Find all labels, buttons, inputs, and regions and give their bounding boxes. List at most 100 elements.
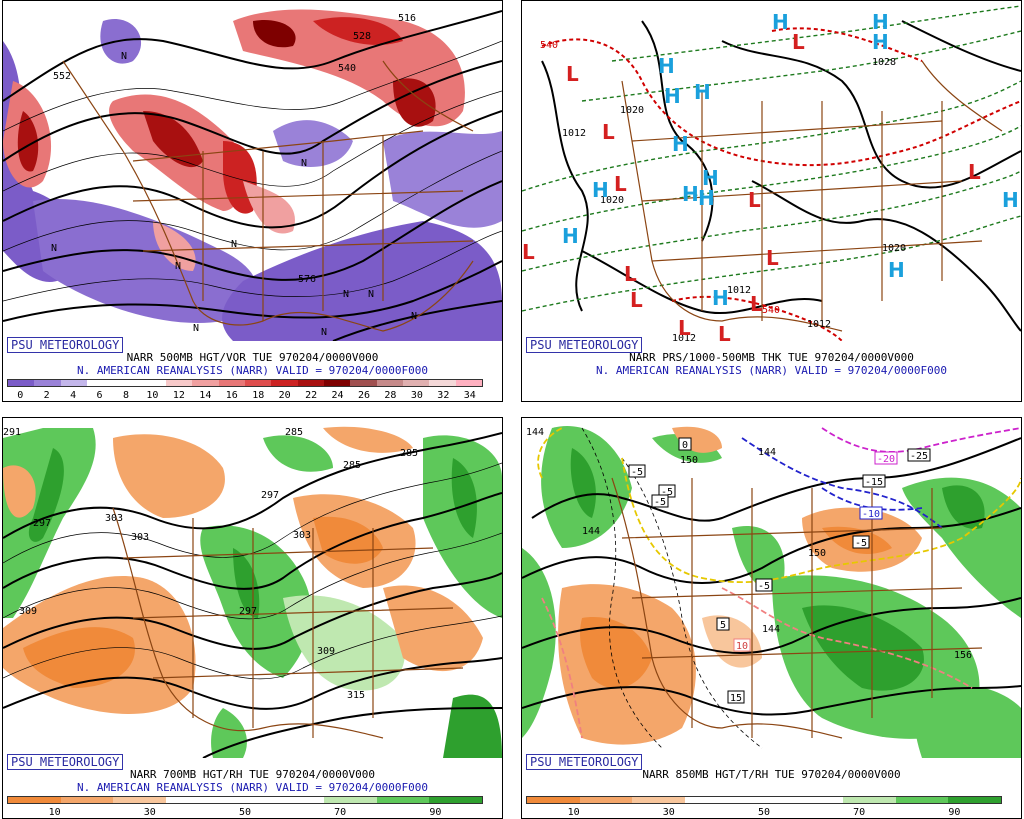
colorbar-swatch — [113, 797, 167, 803]
colorbar-vorticity — [7, 379, 483, 387]
colorbar-swatch — [376, 797, 430, 803]
contour-label: 285 — [400, 448, 418, 459]
contour-label: 297 — [261, 490, 279, 501]
low-pressure-marker: L — [602, 120, 615, 144]
colorbar-swatch — [948, 797, 1002, 803]
colorbar-rh — [526, 796, 1002, 804]
colorbar-tick-label: 16 — [225, 390, 238, 401]
colorbar-tick-label: 30 — [662, 807, 675, 818]
temp-label: -5 — [631, 467, 643, 478]
colorbar-tick-label: 10 — [567, 807, 580, 818]
colorbar-swatch — [113, 380, 140, 386]
temp-label: -15 — [865, 477, 883, 488]
contour-label: 144 — [582, 526, 600, 537]
colorbar-ticks: 0 2 4 6 8 10 12 14 16 18 20 22 24 26 28 30 32 34 — [7, 390, 483, 402]
colorbar-tick-label: 24 — [331, 390, 344, 401]
chart-title: NARR PRS/1000-500MB THK TUE 970204/0000V… — [629, 351, 914, 364]
contour-label: 156 — [954, 650, 972, 661]
contour-label: 516 — [398, 13, 416, 24]
contour-label: 285 — [285, 427, 303, 438]
temp-label: -5 — [654, 497, 666, 508]
isobar-label: 1012 — [807, 319, 831, 330]
colorbar-tick-label: 6 — [96, 390, 103, 401]
high-pressure-marker: H — [712, 286, 729, 310]
colorbar-tick-label: 90 — [948, 807, 961, 818]
colorbar-tick-label: 34 — [463, 390, 476, 401]
psu-meteorology-badge: PSU METEOROLOGY — [526, 337, 643, 353]
low-pressure-marker: L — [750, 292, 763, 316]
high-pressure-marker: H — [672, 132, 689, 156]
low-pressure-marker: L — [968, 160, 981, 184]
valid-time: N. AMERICAN REANALYSIS (NARR) VALID = 97… — [77, 364, 428, 377]
isobar-label: 1012 — [727, 285, 751, 296]
high-pressure-marker: H — [694, 80, 711, 104]
colorbar-tick-label: 10 — [146, 390, 159, 401]
vort-min-marker: N — [368, 289, 374, 300]
colorbar-swatch — [139, 380, 166, 386]
temp-label: 10 — [736, 641, 748, 652]
contour-label: 144 — [758, 447, 776, 458]
temp-label: -5 — [758, 581, 770, 592]
colorbar-tick-label: 2 — [43, 390, 50, 401]
low-pressure-marker: L — [718, 322, 731, 341]
contour-label: 540 — [338, 63, 356, 74]
high-pressure-marker: H — [682, 182, 699, 206]
contour-label: 309 — [19, 606, 37, 617]
panel-700mb-rh: 291 285 285 285 297 303 303 303 297 297 … — [2, 417, 503, 819]
high-pressure-marker: H — [658, 54, 675, 78]
psu-meteorology-badge: PSU METEOROLOGY — [7, 337, 124, 353]
contour-label: 150 — [680, 455, 698, 466]
high-pressure-marker: H — [664, 84, 681, 108]
vort-min-marker: N — [193, 323, 199, 334]
colorbar-swatch — [60, 797, 114, 803]
isobar-label: 1020 — [882, 243, 906, 254]
low-pressure-marker: L — [566, 62, 579, 86]
low-pressure-marker: L — [522, 240, 535, 264]
vort-min-marker: N — [231, 239, 237, 250]
colorbar-tick-label: 50 — [757, 807, 771, 818]
colorbar-swatch — [34, 380, 61, 386]
colorbar-tick-label: 70 — [853, 807, 866, 818]
panel-850mb-temp-rh: 144 150 144 144 150 144 156 0 -5 -5 -5 -… — [521, 417, 1022, 819]
colorbar-swatch — [685, 797, 738, 803]
vort-min-marker: N — [301, 158, 307, 169]
high-pressure-marker: H — [702, 166, 719, 190]
low-pressure-marker: L — [792, 30, 805, 54]
isobar-label: 1020 — [600, 195, 624, 206]
colorbar-swatch — [8, 797, 61, 803]
high-pressure-marker: H — [888, 258, 905, 282]
contour-label: 144 — [526, 427, 544, 438]
contour-label: 297 — [33, 518, 51, 529]
contour-label: 552 — [53, 71, 71, 82]
psu-meteorology-badge: PSU METEOROLOGY — [526, 754, 643, 770]
colorbar-swatch — [271, 797, 325, 803]
high-pressure-marker: H — [772, 10, 789, 34]
contour-label: 297 — [239, 606, 257, 617]
panel-500mb-vorticity: 552 528 540 576 516 N N N N N N N N N N … — [2, 0, 503, 402]
map-mslp-thickness: 1012 1020 1020 1028 1036 1020 1012 1012 … — [522, 1, 1021, 341]
colorbar-swatch — [166, 797, 219, 803]
colorbar-swatch — [8, 380, 35, 386]
temp-label: -5 — [855, 538, 867, 549]
vort-min-marker: N — [343, 289, 349, 300]
contour-label: 291 — [3, 427, 21, 438]
colorbar-tick-label: 30 — [410, 390, 423, 401]
high-pressure-marker: H — [592, 178, 609, 202]
map-700mb-rh: 291 285 285 285 297 303 303 303 297 297 … — [3, 418, 502, 758]
contour-label: 303 — [131, 532, 149, 543]
colorbar-swatch — [350, 380, 377, 386]
valid-time: N. AMERICAN REANALYSIS (NARR) VALID = 97… — [77, 781, 428, 794]
colorbar-tick-label: 90 — [429, 807, 442, 818]
colorbar-swatch — [297, 380, 324, 386]
colorbar-swatch — [324, 797, 377, 803]
map-500mb-vorticity: 552 528 540 576 516 N N N N N N N N N N — [3, 1, 502, 341]
vort-min-marker: N — [411, 311, 417, 322]
colorbar-swatch — [632, 797, 686, 803]
contour-label: 285 — [343, 460, 361, 471]
vort-min-marker: N — [51, 243, 57, 254]
colorbar-swatch — [192, 380, 219, 386]
temp-label: 0 — [682, 440, 688, 451]
contour-label: 303 — [293, 530, 311, 541]
high-pressure-marker: H — [872, 10, 889, 34]
colorbar-swatch — [737, 797, 791, 803]
